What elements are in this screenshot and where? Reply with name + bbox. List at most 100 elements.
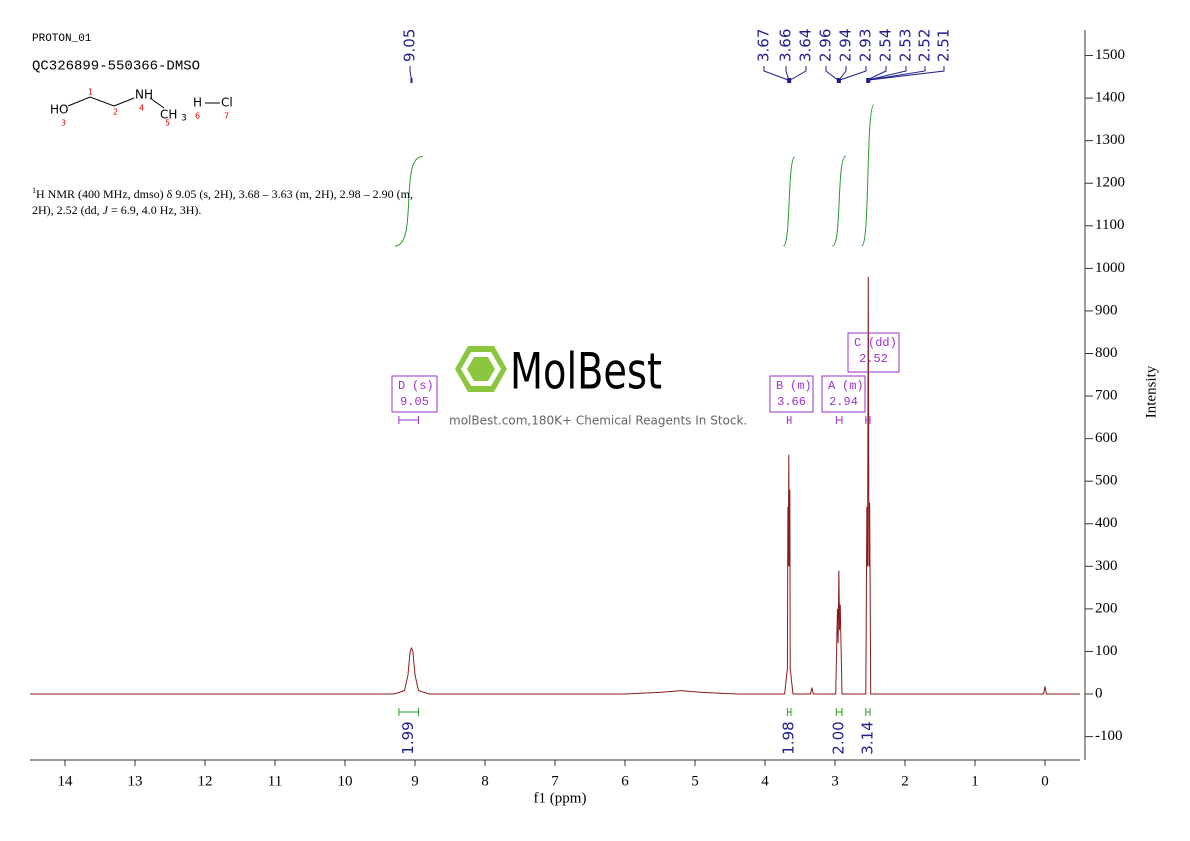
- multiplet-shift: 2.94: [829, 395, 858, 409]
- peak-leader: [839, 66, 867, 81]
- y-tick-label: 200: [1095, 600, 1118, 616]
- watermark-logo: [455, 346, 507, 392]
- multiplet-kind: (m): [790, 379, 812, 393]
- y-tick-label: 0: [1095, 685, 1103, 701]
- integral-curve: [831, 155, 847, 247]
- y-tick-label: 1100: [1095, 217, 1124, 233]
- atom-number: 4: [139, 104, 144, 113]
- x-tick-label: 3: [831, 773, 839, 789]
- peak-label: 3.64: [797, 29, 815, 62]
- nucleus-mass: 1: [32, 186, 36, 195]
- peak-label: 2.96: [817, 29, 835, 62]
- integral-curve: [782, 156, 796, 247]
- atom-number: 5: [165, 119, 170, 128]
- x-tick-label: 14: [58, 773, 74, 789]
- x-tick-label: 2: [901, 773, 909, 789]
- multiplet-label: B: [776, 379, 783, 393]
- x-tick-label: 7: [551, 773, 559, 789]
- atom-label: CH: [160, 108, 177, 122]
- y-tick-label: 300: [1095, 558, 1118, 574]
- atom-number: 6: [195, 112, 200, 121]
- peak-leader: [869, 66, 945, 81]
- peak-leader: [867, 66, 907, 81]
- peak-leader: [785, 66, 790, 81]
- peak-label: 3.66: [777, 29, 795, 62]
- integral-range: [398, 708, 419, 716]
- multiplet-box: [769, 375, 814, 413]
- multiplet-range: [786, 416, 792, 424]
- integral-range: [865, 708, 871, 716]
- multiplet-shift: 3.66: [777, 395, 806, 409]
- multiplet-range: [835, 416, 843, 424]
- y-tick-label: 1500: [1095, 47, 1125, 63]
- watermark-tagline: molBest.com,180K+ Chemical Reagents In S…: [449, 414, 747, 428]
- y-tick-label: 600: [1095, 430, 1118, 446]
- y-tick-label: 100: [1095, 643, 1118, 659]
- integral-value: 1.98: [780, 721, 798, 754]
- atom-label: H: [193, 96, 202, 110]
- y-tick-label: 1200: [1095, 175, 1125, 191]
- multiplet-label: D: [398, 379, 405, 393]
- y-axis-label: Intensity: [1143, 365, 1159, 418]
- multiplet-shift: 9.05: [400, 395, 429, 409]
- peak-label: 2.54: [877, 29, 895, 62]
- nmr-description: 1H NMR (400 MHz, dmso) δ 9.05 (s, 2H), 3…: [32, 183, 432, 218]
- peak-leader: [409, 66, 412, 81]
- peak-leader: [825, 66, 839, 81]
- peak-label: 9.05: [401, 29, 419, 62]
- integral-value: 3.14: [858, 721, 876, 754]
- integral-value: 2.00: [830, 721, 848, 754]
- x-tick-label: 10: [338, 773, 353, 789]
- y-tick-label: 400: [1095, 515, 1118, 531]
- peak-leader: [838, 66, 847, 81]
- peak-label: 3.67: [755, 29, 773, 62]
- integral-value: 1.99: [399, 721, 417, 754]
- x-tick-label: 8: [481, 773, 489, 789]
- sample-name: QC326899-550366-DMSO: [32, 59, 200, 75]
- multiplet-box: [391, 375, 438, 413]
- x-tick-label: 5: [691, 773, 699, 789]
- integral-curve: [861, 104, 875, 247]
- integral-range: [835, 708, 843, 716]
- y-tick-label: 1400: [1095, 90, 1125, 106]
- description-end: = 6.9, 4.0 Hz, 3H).: [108, 203, 202, 217]
- spectrum-line: [30, 276, 1080, 695]
- experiment-name: PROTON_01: [32, 33, 92, 45]
- multiplet-kind: (m): [842, 379, 864, 393]
- x-tick-label: 9: [411, 773, 419, 789]
- peak-leader: [866, 66, 887, 81]
- bond: [149, 97, 165, 109]
- y-tick-label: 700: [1095, 388, 1118, 404]
- integral-range: [786, 708, 792, 716]
- x-tick-label: 6: [621, 773, 629, 789]
- description-text: H NMR (400 MHz, dmso) δ 9.05 (s, 2H), 3.…: [32, 187, 413, 217]
- peak-leader: [789, 66, 807, 81]
- watermark-brand: MolBest: [510, 343, 662, 401]
- y-tick-label: 1000: [1095, 260, 1125, 276]
- peak-label: 2.53: [897, 29, 915, 62]
- atom-number: 3: [61, 119, 66, 128]
- peak-label: 2.94: [837, 29, 855, 62]
- peak-leader: [763, 66, 789, 81]
- y-tick-label: 900: [1095, 302, 1118, 318]
- multiplet-range: [865, 416, 871, 424]
- x-tick-label: 1: [971, 773, 979, 789]
- peak-leader: [868, 66, 926, 81]
- atom-number: 7: [224, 112, 229, 121]
- multiplet-box: [821, 375, 866, 413]
- y-tick-label: 1300: [1095, 132, 1125, 148]
- x-tick-label: 0: [1041, 773, 1049, 789]
- multiplet-shift: 2.52: [859, 352, 888, 366]
- multiplet-box: [847, 332, 900, 373]
- atom-label: HO: [50, 103, 68, 117]
- peak-label: 2.51: [935, 29, 953, 62]
- coupling-symbol: J: [102, 203, 108, 217]
- atom-label: Cl: [221, 96, 233, 110]
- multiplet-range: [398, 416, 419, 424]
- y-tick-label: -100: [1095, 728, 1123, 744]
- x-tick-label: 4: [761, 773, 769, 789]
- y-tick-label: 800: [1095, 345, 1118, 361]
- peak-label: 2.52: [916, 29, 934, 62]
